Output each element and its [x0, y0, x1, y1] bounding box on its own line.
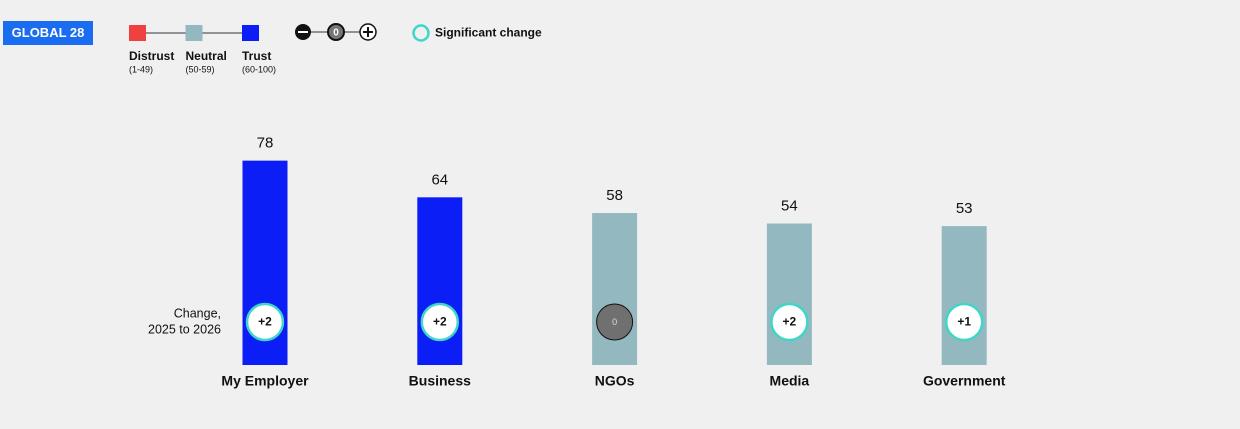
change-badge	[245, 302, 285, 342]
legend-range: (60-100)	[242, 64, 276, 74]
badge: GLOBAL 28	[12, 25, 85, 40]
bar	[592, 213, 638, 365]
change-title: Change,	[174, 306, 221, 320]
legend-swatch	[129, 25, 146, 41]
change-badge	[770, 302, 809, 342]
legend-swatch	[185, 25, 203, 41]
legend-range: (1-49)	[129, 64, 153, 74]
category-label: My Employer	[221, 373, 309, 389]
category-label: Government	[923, 373, 1006, 389]
legend-label: Distrust	[129, 49, 174, 63]
change-title: 2025 to 2026	[148, 322, 221, 336]
value-label: 53	[956, 200, 973, 217]
bar	[941, 226, 987, 365]
legend-label: Neutral	[186, 49, 227, 63]
significance-label: Significant change	[435, 26, 542, 40]
category-label: Media	[770, 373, 810, 389]
change-label: +2	[258, 315, 272, 329]
change-label: +1	[957, 315, 971, 329]
bar	[766, 223, 812, 365]
scale-icons: 0	[295, 23, 377, 41]
badge-bg	[3, 21, 93, 45]
value-label: 54	[781, 197, 798, 214]
change-badge	[596, 303, 634, 341]
change-badge	[944, 302, 984, 342]
category-label: NGOs	[595, 373, 635, 389]
category-label: Business	[409, 373, 471, 389]
change-badge	[420, 302, 460, 342]
change-label: +2	[433, 315, 447, 329]
svg-text:0: 0	[333, 28, 339, 39]
legend-swatch	[242, 25, 259, 41]
value-label: 64	[431, 171, 448, 188]
change-label: 0	[612, 317, 617, 327]
value-label: 78	[257, 135, 274, 152]
value-label: 58	[606, 187, 623, 204]
change-label: +2	[783, 315, 797, 329]
legend-range: (50-59)	[186, 64, 215, 74]
significance-icon	[412, 24, 430, 42]
legend-label: Trust	[242, 49, 271, 63]
